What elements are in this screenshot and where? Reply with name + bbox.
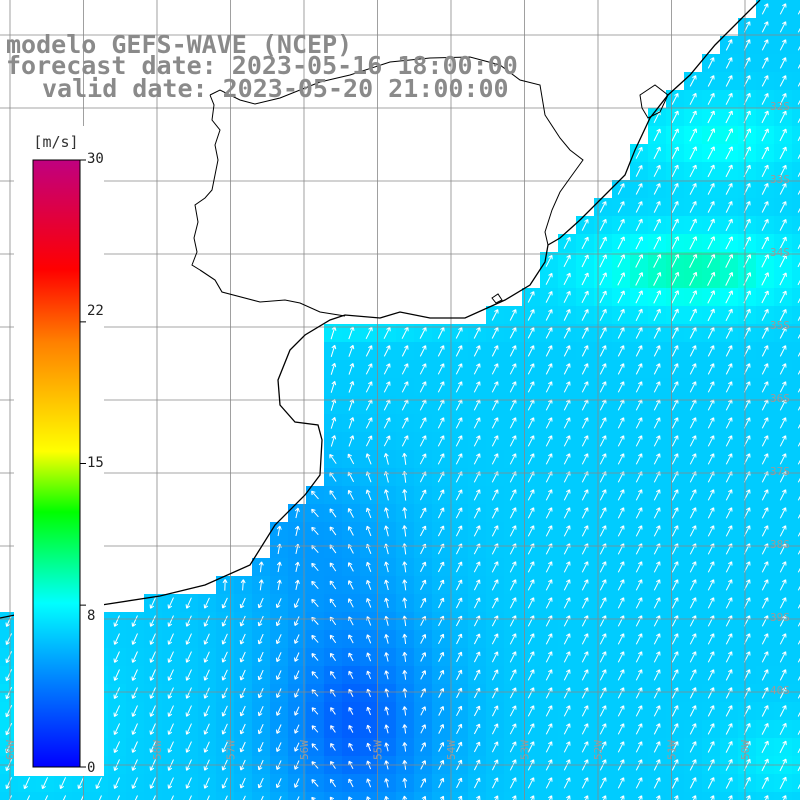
model-title: modelo GEFS-WAVE (NCEP) xyxy=(6,30,353,59)
lon-label: 50W xyxy=(739,740,752,760)
lat-label: 38S xyxy=(770,538,790,551)
coastline xyxy=(0,0,761,619)
lat-label: 33S xyxy=(770,173,790,186)
lon-label: 53W xyxy=(519,740,532,760)
valid-date: valid date: 2023-05-20 21:00:00 xyxy=(42,74,509,103)
lon-label: 55W xyxy=(372,740,385,760)
lat-label: 40S xyxy=(770,684,790,697)
lat-label: 34S xyxy=(770,246,790,259)
colorbar-tick-15: 15 xyxy=(87,455,104,471)
lat-label: 35S xyxy=(770,319,790,332)
lat-label: 39S xyxy=(770,611,790,624)
forecast-date: forecast date: 2023-05-16 18:00:00 xyxy=(6,51,518,80)
colorbar-tick-22: 22 xyxy=(87,303,104,319)
lon-label: 54W xyxy=(445,740,458,760)
colorbar-tick-8: 8 xyxy=(87,608,96,624)
country-border xyxy=(191,56,584,271)
lon-label: 52W xyxy=(592,740,605,760)
lat-label: 36S xyxy=(770,392,790,405)
colorbar-tick-0: 0 xyxy=(87,760,96,776)
lat-label: 37S xyxy=(770,465,790,478)
lon-label: 51W xyxy=(666,740,679,760)
colorbar-tick-30: 30 xyxy=(87,151,104,167)
lagoon-outline xyxy=(491,84,669,304)
colorbar xyxy=(32,159,81,768)
lat-label: 32S xyxy=(770,100,790,113)
lon-label: 60W xyxy=(4,740,17,760)
colorbar-unit-label: [m/s] xyxy=(33,133,79,151)
lon-label: 57W xyxy=(225,740,238,760)
coastline-estuary xyxy=(199,269,346,317)
lon-label: 56W xyxy=(298,740,311,760)
lon-label: 58W xyxy=(151,740,164,760)
